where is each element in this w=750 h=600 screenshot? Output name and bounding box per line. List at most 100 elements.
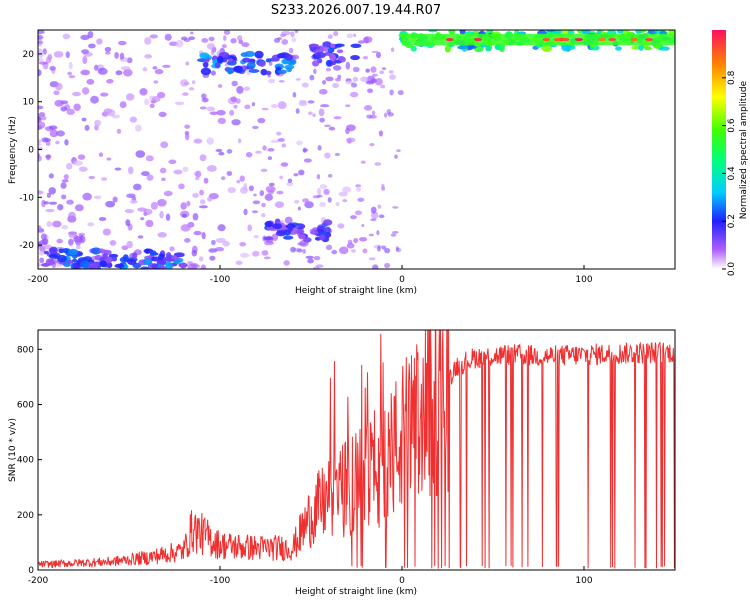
- heatmap-feature-mark: [142, 258, 153, 266]
- heatmap-cell: [297, 206, 301, 211]
- heatmap-feature-mark: [227, 67, 233, 75]
- heatmap-cell: [280, 162, 289, 167]
- heatmap-feature-mark: [284, 53, 293, 61]
- heatmap-cell: [253, 235, 259, 239]
- heatmap-cell: [321, 80, 327, 85]
- heatmap-cell: [346, 242, 355, 249]
- heatmap-cell: [193, 138, 203, 144]
- heatmap-cell: [390, 233, 397, 237]
- heatmap-feature-mark: [325, 59, 333, 67]
- heatmap-cell: [195, 170, 202, 178]
- heatmap-cell: [287, 178, 293, 183]
- colorbar-tick-label: 0.0: [727, 262, 737, 277]
- heatmap-feature-mark: [596, 30, 602, 35]
- heatmap-feature-mark: [260, 68, 268, 76]
- heatmap-cell: [291, 37, 297, 43]
- heatmap-cell: [60, 182, 67, 189]
- heatmap-cell: [290, 31, 295, 38]
- heatmap-cell: [140, 217, 145, 221]
- heatmap-cell: [324, 152, 331, 159]
- heatmap-feature-mark: [140, 266, 150, 269]
- heatmap-feature-mark: [329, 53, 336, 62]
- heatmap-feature-mark: [644, 46, 652, 51]
- heatmap-cell: [119, 101, 127, 109]
- heatmap-feature-mark: [315, 51, 326, 59]
- heatmap-cell: [187, 263, 197, 269]
- heatmap-cell: [38, 69, 42, 77]
- snr-x-tick-label: 100: [575, 576, 592, 586]
- heatmap-cell: [41, 238, 49, 246]
- snr-series-line: [38, 330, 675, 569]
- heatmap-cell: [332, 82, 340, 89]
- heatmap-feature-mark: [48, 253, 59, 259]
- heatmap-cell: [357, 197, 365, 202]
- heatmap-cell: [44, 138, 52, 142]
- heatmap-cell: [307, 258, 314, 264]
- heatmap-cell: [38, 154, 42, 162]
- heatmap-cell: [64, 139, 69, 146]
- heatmap-cell: [129, 199, 139, 204]
- heatmap-cell: [174, 101, 185, 106]
- heatmap-cell: [375, 51, 381, 59]
- heatmap-cell: [183, 38, 191, 43]
- heatmap-cell: [345, 80, 354, 85]
- heatmap-cell: [195, 176, 200, 181]
- heatmap-cell: [137, 235, 144, 239]
- heatmap-cell: [347, 239, 353, 245]
- heatmap-cell: [101, 177, 108, 181]
- heatmap-feature-mark: [242, 57, 251, 63]
- heatmap-cell: [281, 143, 287, 148]
- heatmap-cell: [163, 190, 173, 197]
- heatmap-feature-mark: [276, 53, 286, 59]
- heatmap-cell: [115, 70, 123, 76]
- heatmap-cell: [384, 112, 388, 118]
- heatmap-feature-mark: [232, 65, 243, 72]
- snr-x-ticks: -200 -100 0 100: [28, 566, 593, 586]
- heatmap-cell: [265, 185, 276, 193]
- heatmap-cell: [237, 138, 242, 144]
- heatmap-cell: [120, 66, 131, 71]
- heatmap-cell: [327, 197, 332, 203]
- heatmap-cell: [53, 90, 60, 96]
- heatmap-cell: [262, 145, 267, 151]
- heatmap-feature-mark: [322, 46, 329, 52]
- heatmap-cell: [157, 199, 167, 207]
- heatmap-feature-mark: [263, 236, 274, 241]
- heatmap-cell: [150, 201, 158, 210]
- heatmap-feature-mark: [99, 260, 107, 268]
- heatmap-cell: [354, 210, 362, 216]
- heatmap-cell: [370, 206, 377, 214]
- heatmap-cell: [126, 240, 133, 249]
- figure-title: S233.2026.007.19.44.R07: [271, 3, 441, 18]
- heatmap-cell: [84, 124, 90, 131]
- heatmap-cell: [381, 183, 385, 188]
- heatmap-feature-mark: [275, 230, 287, 237]
- heatmap-cell: [97, 67, 108, 75]
- snr-y-axis-label: SNR (10 * v/v): [8, 418, 18, 482]
- heatmap-cell: [217, 84, 223, 88]
- heatmap-feature-mark: [105, 256, 113, 264]
- heatmap-feature-mark: [49, 246, 58, 255]
- heatmap-feature-mark: [254, 50, 264, 59]
- heatmap-cell: [82, 192, 92, 201]
- heatmap-cell: [365, 80, 375, 85]
- heatmap-cell: [356, 185, 361, 192]
- heatmap-feature-mark: [541, 44, 553, 53]
- heatmap-cell: [214, 246, 225, 252]
- heatmap-cell: [360, 76, 369, 82]
- heatmap-cell: [335, 201, 340, 207]
- heatmap-cell: [390, 47, 395, 53]
- heatmap-cell: [380, 84, 386, 89]
- heatmap-feature-mark: [323, 219, 333, 226]
- heatmap-cell: [54, 99, 64, 107]
- heatmap-cell: [304, 201, 314, 209]
- heatmap-cell: [290, 246, 296, 253]
- heatmap-cell: [394, 154, 398, 159]
- heatmap-cell: [293, 173, 299, 177]
- heatmap-cell: [162, 64, 171, 68]
- heatmap-cell: [319, 184, 328, 190]
- heatmap-cell: [63, 174, 69, 180]
- heatmap-cell: [98, 216, 107, 221]
- heatmap-cell: [296, 248, 303, 253]
- heatmap-cell: [376, 230, 380, 236]
